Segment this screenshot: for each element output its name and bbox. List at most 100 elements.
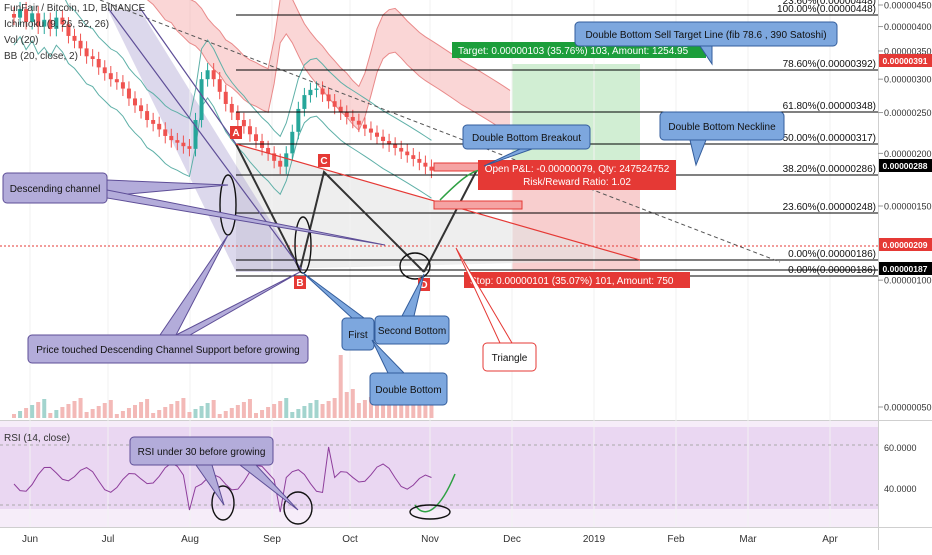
volume-bar <box>235 405 240 418</box>
abcd-pattern-line <box>235 143 425 273</box>
candle-body <box>320 88 325 95</box>
candle-body <box>368 128 373 133</box>
price-tag-label: 0.00000187 <box>883 264 928 274</box>
volume-bar <box>169 404 174 418</box>
volume-bar <box>175 401 180 418</box>
volume-bar <box>393 402 398 418</box>
volume-bar <box>332 398 337 418</box>
candle-body <box>139 105 144 112</box>
bollinger-upper <box>64 0 432 141</box>
volume-bar <box>223 411 228 418</box>
price-tag-box <box>879 54 932 67</box>
legend-item: BB (20, close, 2) <box>4 51 78 62</box>
candle-body <box>108 73 113 80</box>
candle-body <box>235 112 240 121</box>
price-tick-label: 0.00000450 <box>884 1 932 11</box>
point-label: C <box>320 156 327 167</box>
point-label: D <box>420 280 427 291</box>
candle-body <box>266 147 271 154</box>
volume-bar <box>423 404 428 418</box>
candle-body <box>102 67 107 74</box>
candle-body <box>78 40 83 49</box>
time-tick-label: Aug <box>181 534 199 545</box>
price-tick-label: 0.00000150 <box>884 202 932 212</box>
first-callout-box <box>341 317 375 351</box>
candle-body <box>157 123 162 130</box>
candle-body <box>247 126 252 135</box>
time-tick-label: Oct <box>342 534 358 545</box>
volume-bar <box>187 412 192 418</box>
triangle-callout: Triangle <box>492 353 528 364</box>
candle-body <box>308 89 313 96</box>
price-tag-box <box>879 238 932 251</box>
volume-bar <box>199 406 204 418</box>
price-tick-label: 0.00000250 <box>884 108 932 118</box>
channel-callout: Descending channel <box>10 184 101 195</box>
candle-body <box>399 147 404 152</box>
candle-body <box>254 134 258 141</box>
volume-bar <box>96 406 101 418</box>
time-tick-label: Jul <box>102 534 115 545</box>
channel-resistance-line <box>139 7 237 145</box>
price-tag-box <box>879 262 932 275</box>
projection-curve <box>439 169 481 201</box>
volume-bar <box>181 398 186 418</box>
stop-label-box <box>464 272 690 288</box>
time-tick-label: 2019 <box>583 534 606 545</box>
point-label: B <box>296 278 303 289</box>
volume-bar <box>78 398 83 418</box>
point-label: A <box>232 128 239 139</box>
candle-body <box>393 144 398 148</box>
time-tick-label: Nov <box>421 534 439 545</box>
triangle-callout-box <box>482 342 537 372</box>
sell-target-callout-box <box>574 21 838 47</box>
volume-bar <box>30 405 35 418</box>
candle-body <box>42 19 47 27</box>
ichimoku-cloud <box>147 0 511 135</box>
volume-bar <box>266 407 271 418</box>
time-tick-label: Feb <box>667 534 685 545</box>
volume-bar <box>114 414 119 418</box>
time-tick-label: Jun <box>22 534 38 545</box>
volume-bar <box>260 410 265 418</box>
double-bottom-callout: Double Bottom <box>375 385 441 396</box>
volume-bar <box>217 414 222 418</box>
volume-bar <box>296 409 301 418</box>
candle-body <box>332 101 337 107</box>
rsi-callout-pointer <box>238 464 299 511</box>
time-tick-label: Dec <box>503 534 521 545</box>
rsi-legend: RSI (14, close) <box>4 433 70 444</box>
fib-level-label: 50.00%(0.00000317) <box>783 133 876 144</box>
channel-callout-box <box>2 172 108 204</box>
volume-bar <box>48 413 53 418</box>
volume-bar <box>120 411 125 418</box>
volume-bar <box>151 413 156 418</box>
volume-bar <box>320 404 325 418</box>
sell-target-callout: Double Bottom Sell Target Line (fib 78.6… <box>585 30 826 41</box>
candle-body <box>350 116 355 121</box>
candle-body <box>217 79 222 92</box>
candle-body <box>241 120 246 127</box>
rsi-circle <box>211 485 235 521</box>
channel-callout-pointer <box>106 189 386 246</box>
price-tag-box <box>879 159 932 172</box>
candle-body <box>133 98 137 106</box>
legend-item: Vol (20) <box>4 35 38 46</box>
support-callout-box <box>27 334 309 364</box>
volume-bar <box>90 409 95 418</box>
volume-bar <box>290 412 295 418</box>
point-label-box <box>230 126 242 139</box>
channel-support-line <box>107 7 303 271</box>
first-callout: First <box>348 330 368 341</box>
rsi-callout: RSI under 30 before growing <box>138 447 266 458</box>
volume-bar <box>284 398 289 418</box>
volume-bar <box>66 404 71 418</box>
time-tick-label: Apr <box>822 534 838 545</box>
second-bottom-callout-box <box>374 315 450 345</box>
point-label-box <box>318 154 330 167</box>
rsi-line <box>13 446 432 513</box>
candle-body <box>290 131 295 154</box>
legend-item: Ichimoku (9, 26, 52, 26) <box>4 19 109 30</box>
ichimoku-span-a <box>190 0 511 91</box>
